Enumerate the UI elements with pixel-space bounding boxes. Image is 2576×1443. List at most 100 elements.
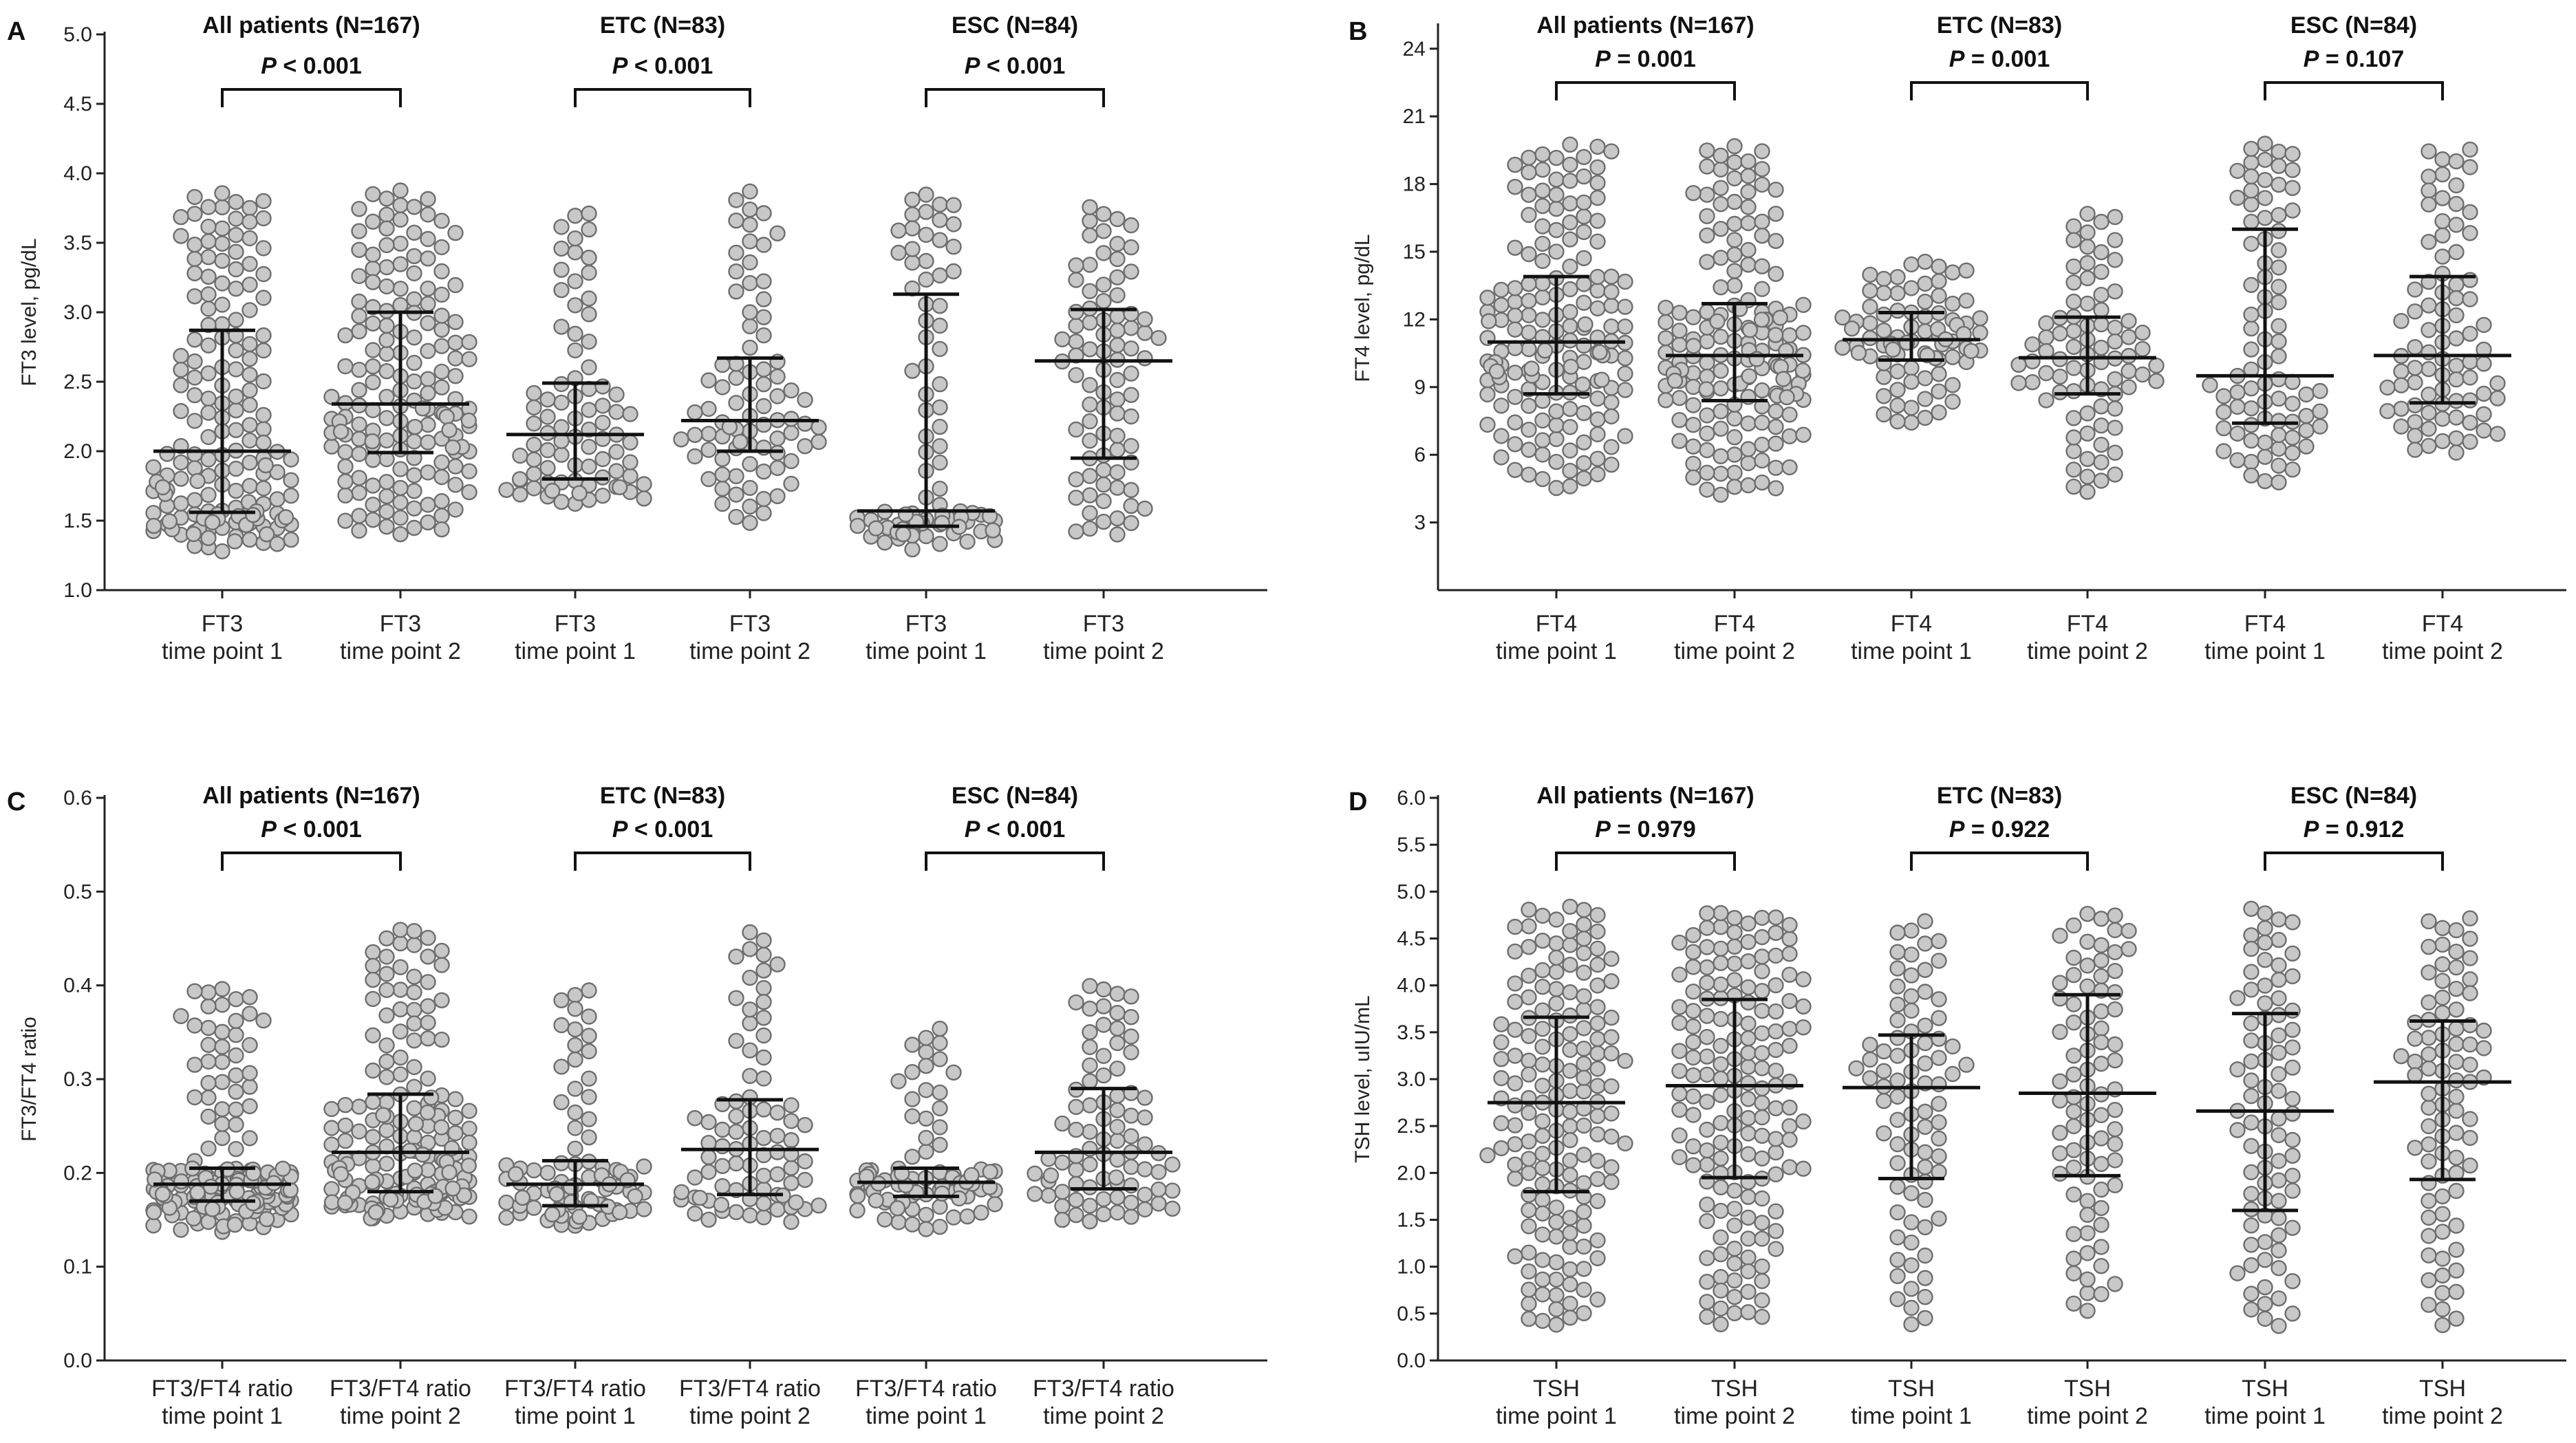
data-point (2243, 168, 2260, 185)
p-value-label: P = 0.001 (1949, 46, 2050, 72)
data-point (2243, 1053, 2260, 1070)
data-point (200, 1089, 217, 1106)
data-point (2229, 990, 2246, 1006)
data-point (407, 1116, 425, 1132)
data-point (2065, 917, 2082, 934)
data-point (1109, 1151, 1126, 1168)
data-point (414, 1146, 431, 1163)
data-point (255, 373, 272, 390)
p-value-label: P < 0.001 (965, 816, 1066, 843)
data-point (173, 362, 189, 378)
y-tick-label: 15 (1403, 241, 1426, 263)
p-symbol: P (965, 53, 980, 79)
data-point (932, 340, 948, 358)
data-point (1740, 933, 1757, 951)
data-point (2065, 1226, 2082, 1242)
significance-bracket (1910, 81, 2089, 100)
data-point (1754, 983, 1770, 999)
data-point (2079, 1303, 2096, 1319)
data-point (2093, 454, 2110, 470)
data-point (2271, 474, 2287, 490)
data-point (1068, 1206, 1084, 1224)
data-point (1109, 210, 1126, 228)
data-point (2271, 1083, 2287, 1099)
data-point (1671, 1149, 1688, 1166)
data-point (581, 439, 597, 455)
data-point (567, 1037, 583, 1054)
data-point (228, 1101, 244, 1118)
data-point (769, 388, 786, 404)
data-point (1671, 999, 1688, 1015)
data-point (173, 347, 189, 365)
data-point (1137, 1186, 1153, 1203)
data-point (2271, 143, 2287, 160)
data-point (1699, 1156, 1715, 1173)
data-point (438, 409, 455, 425)
data-point (783, 1131, 799, 1149)
data-point (1521, 246, 1537, 263)
data-point (2448, 409, 2465, 426)
data-point (1671, 323, 1688, 339)
data-point (1685, 397, 1702, 413)
data-point (1671, 934, 1688, 951)
data-point (2421, 1085, 2437, 1102)
data-point (1534, 182, 1551, 199)
data-point (1768, 1062, 1784, 1079)
group-label: All patients (N=167) (202, 12, 420, 39)
data-point (460, 412, 477, 429)
data-point (2093, 1055, 2110, 1072)
y-tick-label: 5.0 (63, 23, 92, 46)
data-point (242, 382, 258, 399)
data-point (1768, 977, 1784, 994)
data-point (323, 389, 340, 405)
data-point (1699, 442, 1715, 459)
data-point (433, 321, 450, 338)
data-point (2448, 1149, 2465, 1166)
y-tick-label: 0.5 (63, 880, 92, 903)
data-point (214, 1039, 230, 1055)
data-point (932, 1218, 948, 1235)
p-value: = 0.001 (1611, 46, 1696, 72)
data-point (365, 260, 381, 277)
data-point (185, 1210, 202, 1227)
data-point (1917, 370, 1933, 387)
data-point (1109, 464, 1126, 481)
data-point (1768, 1100, 1784, 1117)
data-point (1713, 196, 1729, 213)
data-point (544, 483, 561, 499)
data-point (145, 517, 162, 534)
data-point (1068, 318, 1084, 334)
y-tick-label: 18 (1403, 173, 1426, 196)
data-point (1726, 1288, 1743, 1305)
data-point (769, 956, 786, 973)
data-point (742, 217, 758, 233)
data-point (1521, 967, 1537, 984)
data-point (1617, 350, 1633, 367)
data-point (742, 274, 758, 292)
data-point (406, 500, 422, 517)
data-point (1479, 1147, 1496, 1164)
data-point (365, 246, 381, 263)
data-point (1876, 406, 1892, 423)
data-point (1562, 1276, 1578, 1293)
data-point (2107, 1101, 2123, 1118)
data-point (732, 433, 749, 451)
data-point (755, 361, 772, 378)
data-point (351, 382, 367, 398)
data-point (1054, 331, 1071, 347)
data-point (1885, 341, 1901, 358)
data-point (351, 293, 367, 310)
data-point (742, 941, 758, 957)
data-point (1562, 400, 1578, 417)
series-6 (2374, 141, 2511, 461)
data-point (2312, 382, 2328, 400)
data-point (351, 484, 367, 501)
data-point (1082, 199, 1098, 215)
data-point (2284, 1147, 2301, 1164)
data-point (1534, 1077, 1551, 1094)
data-point (1521, 1281, 1537, 1298)
p-value: < 0.001 (277, 53, 362, 79)
data-point (2052, 368, 2068, 385)
data-point (2093, 968, 2110, 985)
